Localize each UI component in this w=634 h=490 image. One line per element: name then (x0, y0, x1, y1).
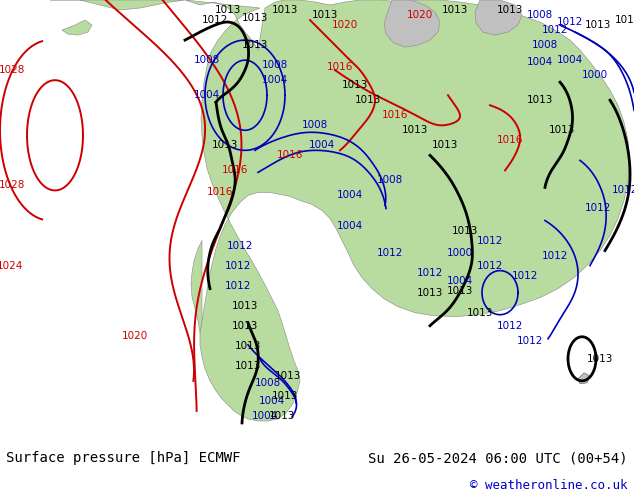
Text: 1012: 1012 (202, 15, 228, 25)
Text: 1013: 1013 (272, 5, 298, 15)
Text: 1020: 1020 (407, 10, 433, 20)
Polygon shape (384, 0, 440, 47)
Text: Surface pressure [hPa] ECMWF: Surface pressure [hPa] ECMWF (6, 451, 241, 465)
Text: 1013: 1013 (215, 5, 241, 15)
Text: 1012: 1012 (612, 185, 634, 196)
Polygon shape (50, 0, 185, 10)
Text: 1000: 1000 (582, 70, 608, 80)
Text: 1028: 1028 (0, 65, 25, 75)
Text: 1013: 1013 (442, 5, 468, 15)
Text: 1016: 1016 (207, 188, 233, 197)
Text: 1013: 1013 (242, 13, 268, 23)
Text: 1012: 1012 (557, 17, 583, 27)
Text: 1012: 1012 (512, 270, 538, 281)
Text: 1013: 1013 (312, 10, 338, 20)
Text: 1013: 1013 (467, 308, 493, 318)
Text: 1013: 1013 (587, 354, 613, 364)
Text: 1004: 1004 (447, 276, 473, 286)
Text: 1016: 1016 (222, 166, 248, 175)
Text: 1008: 1008 (532, 40, 558, 50)
Text: 1012: 1012 (477, 236, 503, 245)
Text: 1013: 1013 (497, 5, 523, 15)
Text: 1013: 1013 (549, 125, 575, 135)
Text: 1008: 1008 (255, 378, 281, 388)
Text: 1012: 1012 (417, 268, 443, 278)
Text: 1013: 1013 (355, 95, 381, 105)
Text: 1013: 1013 (342, 80, 368, 90)
Text: 1013: 1013 (232, 301, 258, 311)
Text: 1004: 1004 (259, 396, 285, 406)
Text: 1004: 1004 (337, 191, 363, 200)
Text: 1013: 1013 (212, 140, 238, 150)
Text: 1008: 1008 (527, 10, 553, 20)
Text: 1024: 1024 (0, 261, 23, 270)
Text: 1013: 1013 (272, 391, 298, 401)
Text: 1004: 1004 (262, 75, 288, 85)
Text: 1013: 1013 (235, 361, 261, 371)
Text: 1008: 1008 (194, 55, 220, 65)
Text: 1013: 1013 (232, 321, 258, 331)
Text: 1012: 1012 (377, 247, 403, 258)
Text: 1012: 1012 (227, 241, 253, 250)
Text: 1013: 1013 (447, 286, 473, 295)
Text: 1013: 1013 (242, 40, 268, 50)
Text: 1013: 1013 (452, 225, 478, 236)
Text: 1004: 1004 (194, 90, 220, 100)
Text: 1013: 1013 (432, 140, 458, 150)
Polygon shape (62, 20, 92, 35)
Text: 1020: 1020 (332, 20, 358, 30)
Polygon shape (475, 0, 522, 35)
Text: 1013: 1013 (585, 20, 611, 30)
Text: 1012: 1012 (225, 281, 251, 291)
Text: © weatheronline.co.uk: © weatheronline.co.uk (470, 479, 628, 490)
Text: Su 26-05-2024 06:00 UTC (00+54): Su 26-05-2024 06:00 UTC (00+54) (368, 451, 628, 465)
Text: 1013: 1013 (615, 15, 634, 25)
Text: 1012: 1012 (517, 336, 543, 346)
Text: 1004: 1004 (527, 57, 553, 67)
Text: 1013: 1013 (417, 288, 443, 297)
Text: 1013: 1013 (275, 371, 301, 381)
Text: 1013: 1013 (235, 341, 261, 351)
Text: 1008: 1008 (377, 175, 403, 185)
Text: 1013: 1013 (269, 411, 295, 421)
Text: 1004: 1004 (252, 411, 278, 421)
Text: 1004: 1004 (337, 220, 363, 230)
Text: 1016: 1016 (277, 150, 303, 160)
Text: 1016: 1016 (497, 135, 523, 146)
Text: 1016: 1016 (327, 62, 353, 72)
Text: 1008: 1008 (262, 60, 288, 70)
Text: 1012: 1012 (542, 25, 568, 35)
Text: 1004: 1004 (557, 55, 583, 65)
Text: 1008: 1008 (302, 120, 328, 130)
Text: 1013: 1013 (402, 125, 428, 135)
Text: 1016: 1016 (382, 110, 408, 120)
Polygon shape (191, 241, 202, 333)
Text: 1020: 1020 (122, 331, 148, 341)
Text: 1012: 1012 (585, 203, 611, 214)
Text: 1004: 1004 (309, 140, 335, 150)
Text: 1028: 1028 (0, 180, 25, 191)
Polygon shape (578, 373, 590, 384)
Text: 1013: 1013 (527, 95, 553, 105)
Text: 1012: 1012 (542, 250, 568, 261)
Text: 1012: 1012 (497, 321, 523, 331)
Text: 1000: 1000 (447, 247, 473, 258)
Polygon shape (185, 0, 630, 421)
Text: 1012: 1012 (477, 261, 503, 270)
Text: 1012: 1012 (225, 261, 251, 270)
